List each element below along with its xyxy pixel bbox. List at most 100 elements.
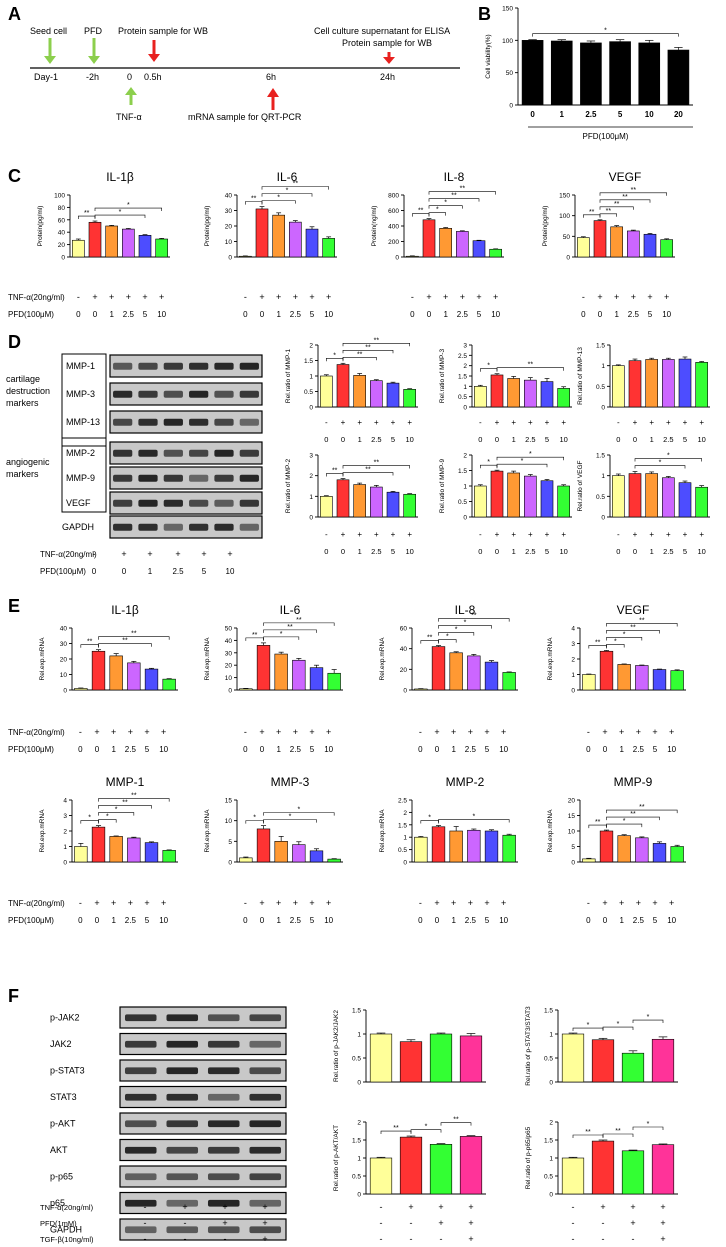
- tnf-symbol: +: [501, 727, 506, 737]
- pfd-value: 5: [653, 916, 658, 925]
- pfd-value: 0: [243, 310, 248, 319]
- tnf-symbol: +: [94, 898, 99, 908]
- bar: [320, 375, 333, 408]
- pfd-value: 10: [405, 547, 413, 556]
- pfd-value: 10: [697, 435, 705, 444]
- bar: [561, 1033, 585, 1083]
- pfd-value: 1: [111, 745, 116, 754]
- y-tick-label: 1: [549, 1032, 553, 1039]
- tnf-symbol: +: [161, 727, 166, 737]
- blot-band: [239, 474, 259, 482]
- blot-band: [138, 390, 158, 398]
- bar: [612, 475, 625, 518]
- blot-label: MMP-13: [66, 417, 100, 427]
- blot-band: [214, 499, 234, 507]
- blot-band: [138, 523, 158, 531]
- y-tick-label: 2.5: [398, 798, 407, 805]
- bar: [561, 1157, 585, 1195]
- significance-label: *: [115, 807, 118, 814]
- blot-band: [207, 1093, 240, 1101]
- blot-band: [207, 1146, 240, 1154]
- y-tick-label: 0.5: [304, 389, 313, 396]
- tnf-symbol: +: [484, 898, 489, 908]
- tnf-symbol: +: [561, 418, 566, 427]
- significance-label: **: [630, 624, 636, 631]
- y-tick-label: 800: [388, 193, 399, 200]
- chart-title: IL-1β: [111, 603, 139, 617]
- pfd-value: 2.5: [290, 745, 302, 754]
- tnf-symbol: +: [495, 418, 500, 427]
- pfd-value: 0: [122, 567, 127, 576]
- bar: [489, 248, 502, 258]
- significance-bracket: [496, 456, 564, 461]
- significance-label: *: [425, 1124, 428, 1131]
- tnf-symbol: +: [111, 898, 116, 908]
- pfd-value: 0: [78, 745, 83, 754]
- blot-row: p-STAT3: [50, 1059, 287, 1082]
- significance-label: *: [455, 627, 458, 634]
- blot-band: [166, 1093, 199, 1101]
- significance-bracket: [98, 812, 135, 816]
- bar: [429, 1144, 453, 1195]
- significance-label: *: [623, 818, 626, 825]
- y-tick-label: 30: [225, 208, 233, 215]
- timeline-tick-minus-2h: -2h: [86, 72, 99, 82]
- bar: [144, 842, 159, 863]
- pfd-value: 0: [410, 310, 415, 319]
- pfd-value: 0: [427, 310, 432, 319]
- bar: [386, 491, 400, 518]
- pfd-value: 5: [653, 745, 658, 754]
- blot-row: STAT3: [50, 1085, 287, 1109]
- y-axis-label: Rel.ratio of MMP-9: [439, 459, 446, 514]
- y-axis-label: Rel.ratio of MMP-3: [439, 349, 446, 404]
- tnf-symbol: -: [419, 727, 422, 737]
- pfd-value: 1: [451, 745, 456, 754]
- pfd-value: 0: [598, 310, 603, 319]
- pfd-value: 1: [358, 435, 362, 444]
- pfd-value: 2.5: [123, 310, 135, 319]
- row-symbol: +: [468, 1202, 473, 1212]
- bar: [670, 670, 684, 691]
- tnf-symbol: +: [341, 530, 346, 539]
- row-symbol: -: [184, 1234, 187, 1244]
- y-tick-label: 5: [571, 844, 575, 851]
- blot-band: [239, 362, 259, 370]
- blot-frame: [109, 382, 263, 406]
- bar: [652, 843, 667, 863]
- y-tick-label: 10: [225, 675, 233, 682]
- blot-band: [214, 449, 234, 457]
- y-tick-label: 1.5: [596, 453, 605, 460]
- significance-label: **: [131, 631, 137, 638]
- blot-band: [124, 1014, 157, 1022]
- blot-band: [138, 499, 158, 507]
- y-tick-label: 0: [601, 515, 605, 522]
- timeline-label-protein-wb: Protein sample for WB: [118, 26, 208, 36]
- blot-band: [189, 390, 209, 398]
- blot-band: [207, 1040, 240, 1048]
- bar: [327, 672, 341, 691]
- bar: [591, 1039, 615, 1083]
- significance-label: *: [472, 814, 475, 821]
- blot-band: [138, 449, 158, 457]
- bar: [162, 678, 176, 691]
- tnf-symbol: +: [341, 418, 346, 427]
- tnf-symbol: +: [434, 898, 439, 908]
- blot-label: GAPDH: [50, 1225, 82, 1235]
- blot-band: [166, 1173, 199, 1181]
- pfd-value: 10: [159, 916, 168, 925]
- bar: [239, 688, 253, 691]
- blot-band: [189, 499, 209, 507]
- significance-bracket: [602, 1026, 634, 1031]
- treatment-rows-c: TNF-α(20ng/ml)PFD(100μM)- + + + + +0 0 1 2.5 5 10-…: [8, 292, 672, 319]
- y-tick-label: 1: [549, 1156, 553, 1163]
- y-tick-label: 20: [60, 657, 68, 664]
- tnf-symbol: +: [468, 727, 473, 737]
- bar: [162, 850, 176, 863]
- y-tick-label: 2: [309, 473, 313, 480]
- tnf-symbol: +: [619, 898, 624, 908]
- bar: [255, 208, 269, 258]
- arrow-tnf-icon: [125, 87, 137, 105]
